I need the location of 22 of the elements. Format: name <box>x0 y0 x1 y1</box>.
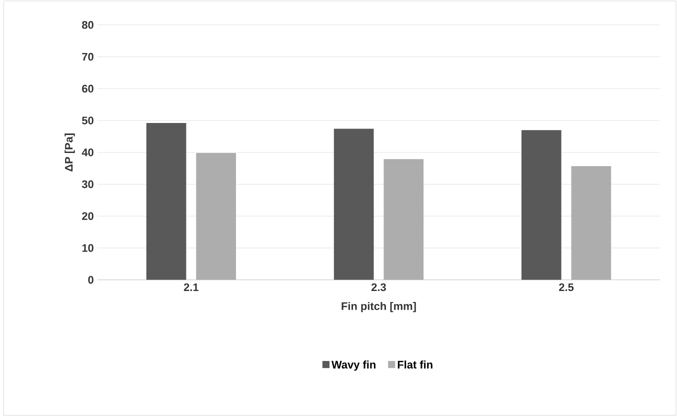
y-tick-label: 70 <box>82 52 94 61</box>
bar <box>334 128 374 280</box>
y-tick-label: 10 <box>82 244 94 252</box>
legend-label: Wavy fin <box>332 360 376 371</box>
y-tick-label: 40 <box>82 148 94 156</box>
y-tick-label: 60 <box>82 84 94 92</box>
x-tick-label: 2.5 <box>559 283 574 291</box>
y-axis-title: ΔP [Pa] <box>64 133 75 172</box>
bar <box>196 152 236 280</box>
bar <box>146 122 186 280</box>
bar <box>384 158 424 280</box>
y-tick-label: 0 <box>88 276 94 284</box>
y-tick-label: 80 <box>82 20 94 29</box>
bar <box>521 130 562 280</box>
y-tick-label: 50 <box>82 116 94 124</box>
y-tick-label: 20 <box>82 212 94 220</box>
y-tick-label: 30 <box>82 180 94 188</box>
x-axis-title: Fin pitch [mm] <box>342 302 416 312</box>
x-tick-label: 2.3 <box>371 283 386 291</box>
x-tick-label: 2.1 <box>184 283 198 291</box>
bar <box>571 166 612 280</box>
legend-label: Flat fin <box>398 360 432 368</box>
